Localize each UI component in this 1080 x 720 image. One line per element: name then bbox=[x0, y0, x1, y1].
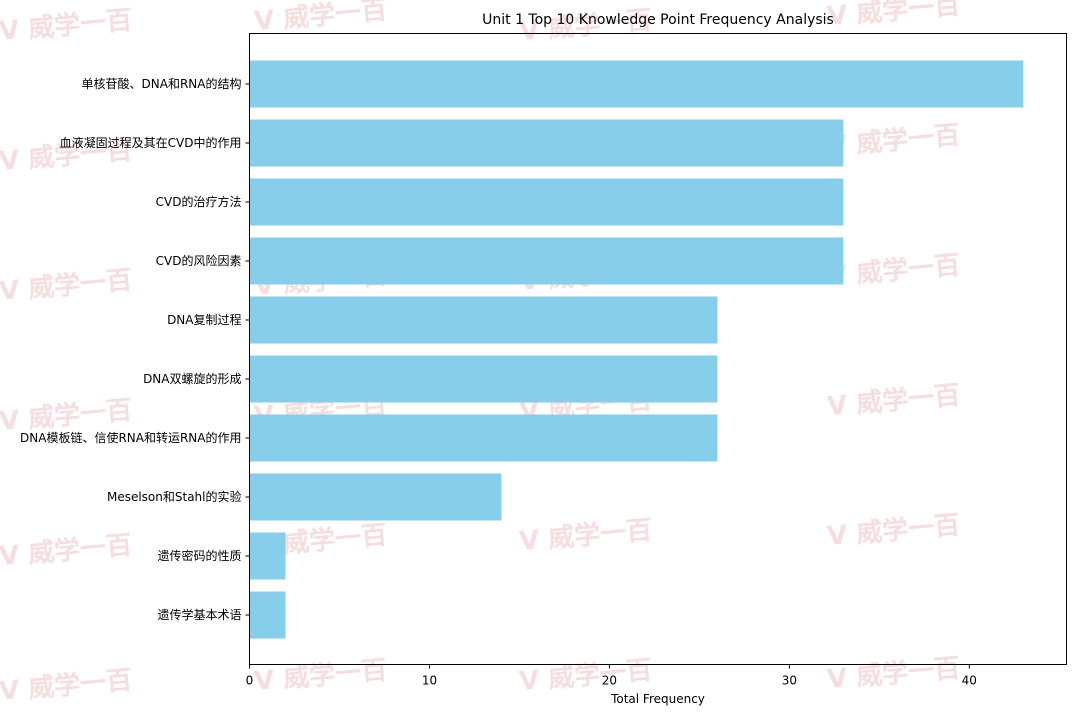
bar bbox=[249, 414, 718, 462]
bar bbox=[249, 296, 718, 344]
bar bbox=[249, 60, 1024, 108]
x-tick-label: 40 bbox=[962, 674, 977, 688]
x-tick-label: 30 bbox=[782, 674, 797, 688]
x-tick-label: 0 bbox=[246, 674, 254, 688]
watermark-text: V 威学一百 bbox=[0, 664, 133, 706]
watermark-text: V 威学一百 bbox=[826, 249, 961, 291]
watermark-text: V 威学一百 bbox=[518, 654, 653, 696]
watermark-text: V 威学一百 bbox=[826, 509, 961, 551]
y-tick-label: CVD的风险因素 bbox=[156, 253, 242, 268]
y-tick-label: 单核苷酸、DNA和RNA的结构 bbox=[82, 76, 242, 91]
plot-frame bbox=[249, 33, 1067, 665]
watermark-text: V 威学一百 bbox=[826, 379, 961, 421]
x-axis-ticks: 0 10 20 30 40 bbox=[246, 664, 977, 688]
bar bbox=[249, 473, 502, 521]
bar bbox=[249, 237, 844, 285]
y-tick-label: 遗传学基本术语 bbox=[157, 607, 241, 622]
x-tick-label: 10 bbox=[422, 674, 437, 688]
y-tick-label: DNA复制过程 bbox=[167, 312, 241, 327]
y-tick-label: CVD的治疗方法 bbox=[156, 194, 242, 209]
y-tick-label: DNA模板链、信使RNA和转运RNA的作用 bbox=[20, 430, 241, 445]
bars-group bbox=[249, 60, 1024, 639]
watermark-text: V 威学一百 bbox=[0, 529, 133, 571]
watermark-text: V 威学一百 bbox=[253, 0, 388, 37]
bar bbox=[249, 532, 286, 580]
watermark-text: V 威学一百 bbox=[253, 654, 388, 696]
bar bbox=[249, 119, 844, 167]
x-axis-label: Total Frequency bbox=[610, 692, 705, 706]
watermark-text: V 威学一百 bbox=[518, 514, 653, 556]
watermark-text: V 威学一百 bbox=[0, 4, 133, 46]
y-tick-label: DNA双螺旋的形成 bbox=[143, 371, 241, 386]
bar bbox=[249, 355, 718, 403]
y-tick-label: Meselson和Stahl的实验 bbox=[107, 489, 242, 504]
y-tick-label: 遗传密码的性质 bbox=[157, 548, 241, 563]
watermark-text: V 威学一百 bbox=[0, 264, 133, 306]
bar bbox=[249, 178, 844, 226]
bar bbox=[249, 591, 286, 639]
x-tick-label: 20 bbox=[602, 674, 617, 688]
y-tick-label: 血液凝固过程及其在CVD中的作用 bbox=[60, 135, 242, 150]
chart-title: Unit 1 Top 10 Knowledge Point Frequency … bbox=[482, 12, 834, 28]
watermark-text: V 威学一百 bbox=[826, 652, 961, 694]
watermark-text: V 威学一百 bbox=[826, 0, 961, 32]
watermark-text: V 威学一百 bbox=[826, 119, 961, 161]
